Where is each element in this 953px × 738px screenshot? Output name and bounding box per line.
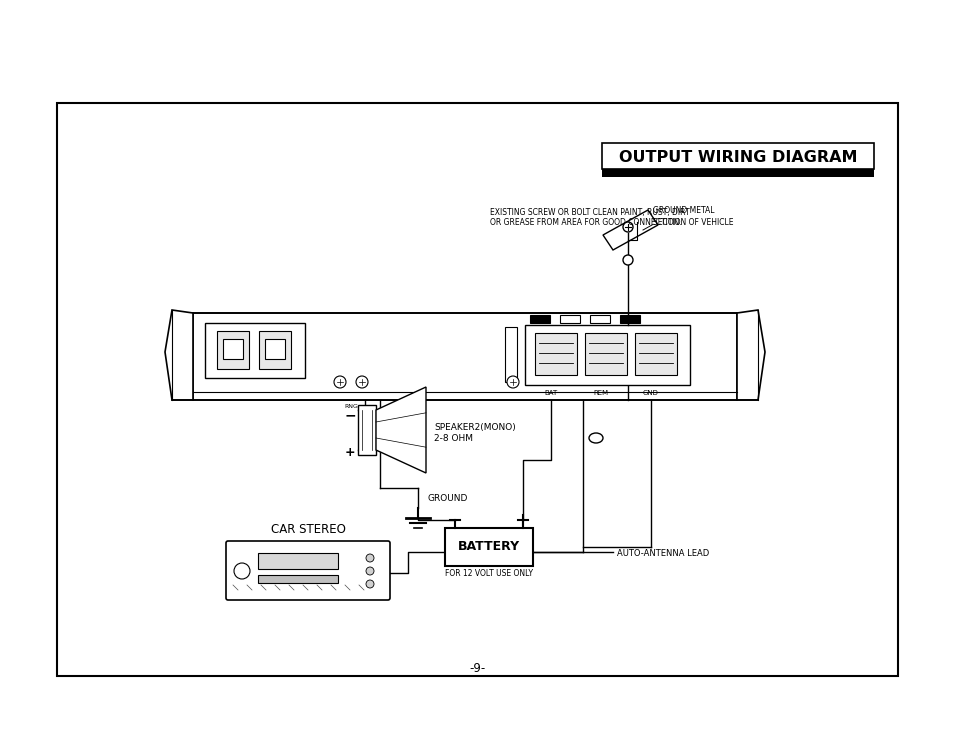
Bar xyxy=(524,325,689,385)
Ellipse shape xyxy=(588,433,602,443)
Bar xyxy=(584,333,626,375)
Text: −: − xyxy=(344,408,355,422)
Bar xyxy=(601,169,873,177)
Bar xyxy=(619,315,639,323)
Bar xyxy=(265,339,285,359)
Circle shape xyxy=(366,554,374,562)
Bar xyxy=(589,315,609,323)
Text: FOR 12 VOLT USE ONLY: FOR 12 VOLT USE ONLY xyxy=(444,569,533,578)
Circle shape xyxy=(622,255,633,265)
Text: BATTERY: BATTERY xyxy=(457,540,519,554)
Text: EXISTING SCREW OR BOLT CLEAN PAINT, RUST, DIRT: EXISTING SCREW OR BOLT CLEAN PAINT, RUST… xyxy=(490,208,689,217)
Text: BAT: BAT xyxy=(544,390,558,396)
Text: RNG: RNG xyxy=(344,404,357,409)
Circle shape xyxy=(506,376,518,388)
Polygon shape xyxy=(602,210,658,250)
FancyBboxPatch shape xyxy=(226,541,390,600)
Bar xyxy=(601,143,873,169)
Bar xyxy=(205,323,305,378)
Bar xyxy=(535,333,577,375)
Polygon shape xyxy=(737,310,764,400)
Circle shape xyxy=(366,567,374,575)
Bar xyxy=(357,405,375,455)
Bar xyxy=(223,339,243,359)
Bar xyxy=(216,331,249,369)
Text: GROUND: GROUND xyxy=(428,494,468,503)
Text: OUTPUT WIRING DIAGRAM: OUTPUT WIRING DIAGRAM xyxy=(618,150,857,165)
Text: AUTO-ANTENNA LEAD: AUTO-ANTENNA LEAD xyxy=(617,550,708,559)
Text: GND: GND xyxy=(642,390,659,396)
Text: OR GREASE FROM AREA FOR GOOD CONNECTION.: OR GREASE FROM AREA FOR GOOD CONNECTION. xyxy=(490,218,681,227)
Polygon shape xyxy=(375,387,426,473)
Bar xyxy=(444,528,533,566)
Text: CAR STEREO: CAR STEREO xyxy=(271,523,345,536)
Bar xyxy=(193,313,737,400)
Text: +: + xyxy=(344,446,355,458)
Bar xyxy=(257,575,337,583)
Bar xyxy=(257,553,337,569)
Text: -9-: -9- xyxy=(468,662,485,675)
Polygon shape xyxy=(165,310,193,400)
Text: REM: REM xyxy=(593,390,608,396)
Bar xyxy=(258,331,291,369)
Bar xyxy=(57,103,897,676)
Bar xyxy=(635,333,677,375)
Bar xyxy=(530,315,550,323)
Bar xyxy=(559,315,579,323)
Text: SPEAKER2(MONO)
2-8 OHM: SPEAKER2(MONO) 2-8 OHM xyxy=(434,424,516,443)
Circle shape xyxy=(334,376,346,388)
Circle shape xyxy=(622,222,633,232)
Text: GROUND METAL
SECTION OF VEHICLE: GROUND METAL SECTION OF VEHICLE xyxy=(652,205,733,227)
Circle shape xyxy=(355,376,368,388)
Circle shape xyxy=(366,580,374,588)
Circle shape xyxy=(233,563,250,579)
Bar xyxy=(504,327,517,382)
